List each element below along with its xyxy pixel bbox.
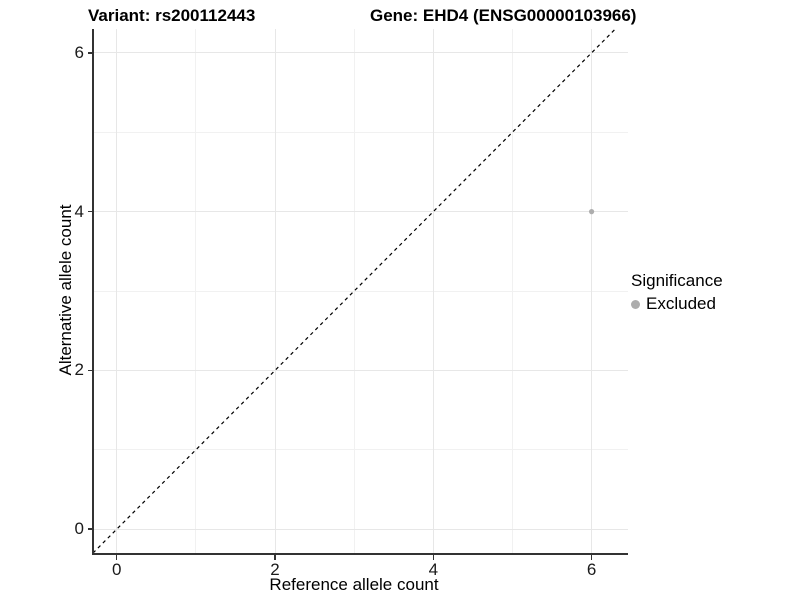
gene-title: Gene: EHD4 (ENSG00000103966): [370, 6, 637, 25]
x-tick-mark: [590, 555, 593, 560]
x-tick-mark: [274, 555, 276, 560]
y-tick-mark: [87, 369, 92, 372]
gridline-major-horizontal: [93, 211, 628, 213]
legend-item: Excluded: [631, 294, 723, 314]
x-axis-title: Reference allele count: [269, 575, 439, 594]
plot-panel: [93, 29, 628, 553]
y-tick-mark: [87, 528, 92, 530]
x-tick-label: 4: [428, 560, 439, 579]
y-tick-label: 0: [74, 519, 84, 539]
y-tick-label: 2: [74, 360, 84, 380]
gridline-major-vertical: [591, 29, 593, 553]
legend-items: Excluded: [631, 294, 723, 314]
gridline-major-vertical: [274, 29, 276, 553]
legend: Significance Excluded: [631, 271, 723, 314]
x-tick-label: 0: [112, 560, 122, 579]
y-tick-label: 6: [74, 42, 84, 62]
gridline-major-horizontal: [93, 369, 628, 371]
legend-item-label: Excluded: [646, 294, 716, 313]
gridline-minor-horizontal: [93, 290, 628, 292]
legend-title: Significance: [631, 271, 723, 290]
gridline-major-vertical: [432, 29, 434, 553]
variant-title: Variant: rs200112443: [88, 6, 256, 25]
y-tick-mark: [87, 52, 92, 54]
x-tick-mark: [432, 555, 435, 560]
identity-dashed-line: [93, 29, 616, 553]
gridline-major-vertical: [116, 29, 118, 553]
y-tick-label: 4: [74, 201, 84, 221]
gridline-minor-horizontal: [93, 131, 628, 133]
x-tick-label: 6: [586, 560, 597, 579]
y-tick-mark: [87, 210, 92, 213]
plot-layer: [93, 29, 616, 553]
gridline-major-horizontal: [93, 52, 628, 54]
data-point: [588, 209, 595, 215]
y-axis-title: Alternative allele count: [56, 204, 75, 376]
gridline-minor-horizontal: [93, 449, 628, 451]
x-axis-line: [92, 553, 628, 555]
legend-point-icon: [631, 299, 640, 309]
x-tick-label: 2: [270, 560, 280, 579]
gridline-major-horizontal: [93, 528, 628, 530]
x-tick-mark: [115, 555, 118, 560]
y-axis-line: [92, 29, 94, 555]
